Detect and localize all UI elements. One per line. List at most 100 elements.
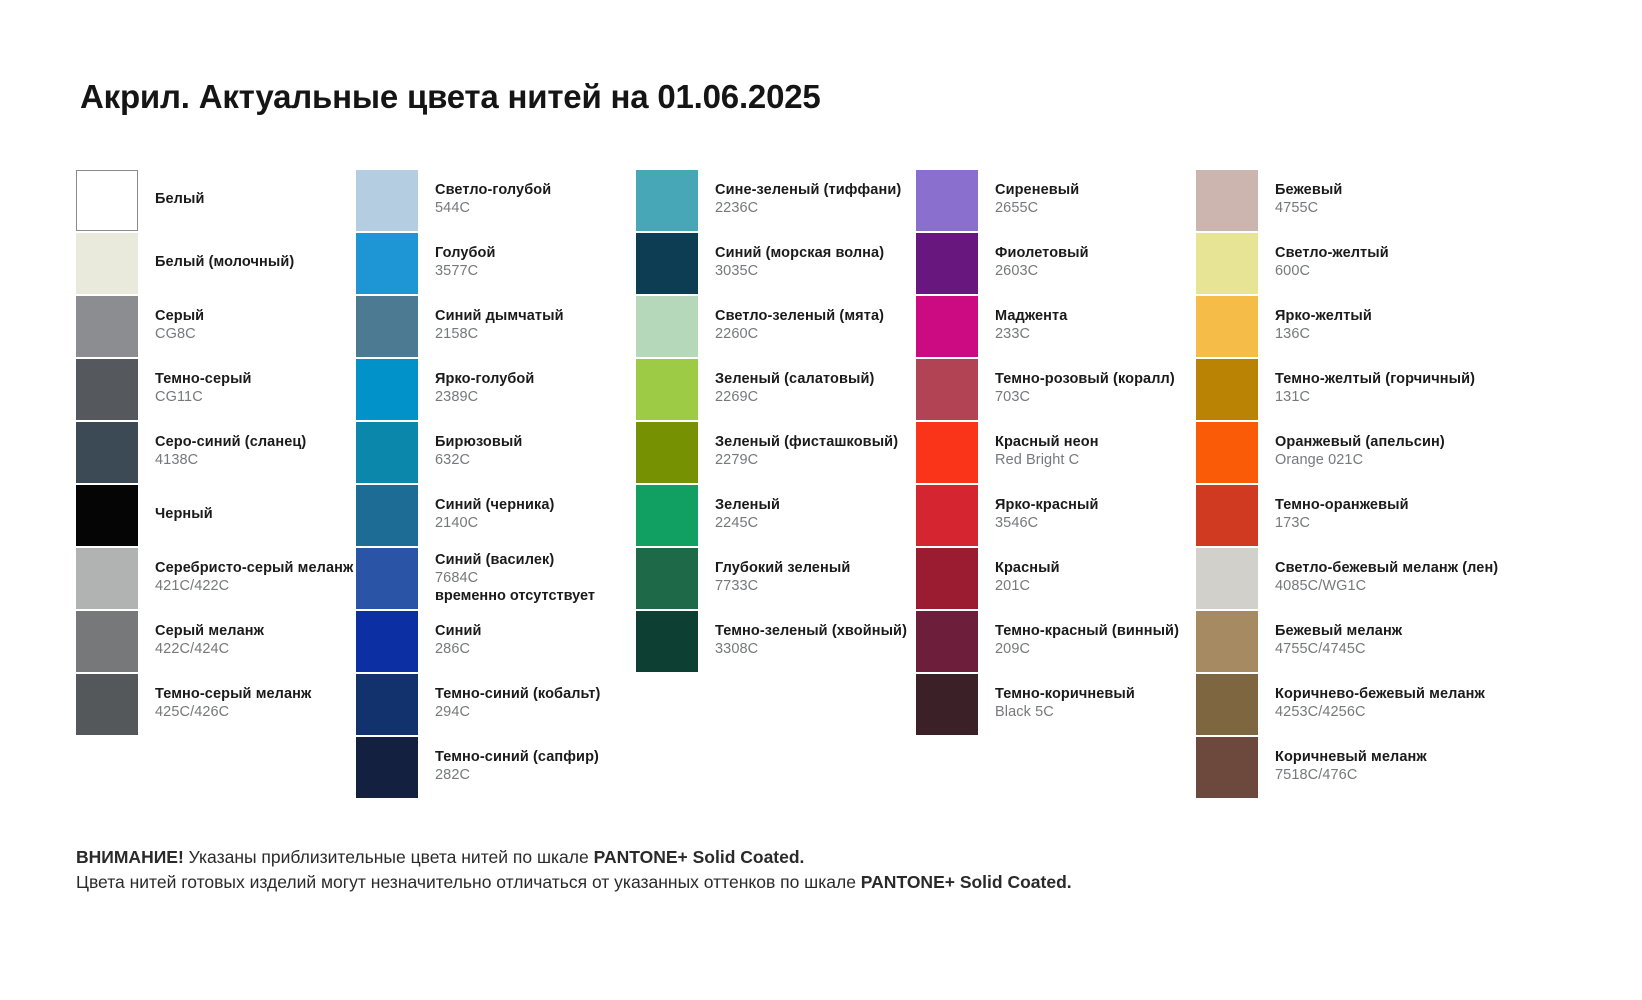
color-swatch[interactable]: [356, 611, 418, 672]
color-swatch[interactable]: [76, 674, 138, 735]
swatch-row[interactable]: Светло-желтый 600C: [1196, 233, 1476, 295]
swatch-pantone-code: 2260C: [715, 325, 759, 342]
swatch-row[interactable]: Светло-бежевый меланж (лен) 4085C/WG1C: [1196, 548, 1498, 610]
swatch-row[interactable]: Темно-серый меланж 425C/426C: [76, 674, 356, 736]
swatch-name: Темно-серый меланж: [155, 686, 312, 702]
color-swatch[interactable]: [76, 170, 138, 231]
color-swatch[interactable]: [356, 548, 418, 609]
swatch-row[interactable]: Темно-розовый (коралл) 703C: [916, 359, 1196, 421]
color-swatch[interactable]: [76, 296, 138, 357]
color-swatch[interactable]: [636, 359, 698, 420]
color-swatch[interactable]: [1196, 233, 1258, 294]
swatch-row[interactable]: Красный 201C: [916, 548, 1196, 610]
swatch-row[interactable]: Зеленый (салатовый) 2269C: [636, 359, 916, 421]
color-swatch[interactable]: [636, 233, 698, 294]
color-swatch[interactable]: [1196, 422, 1258, 483]
color-swatch[interactable]: [356, 296, 418, 357]
swatch-row[interactable]: Светло-зеленый (мята) 2260C: [636, 296, 916, 358]
color-swatch[interactable]: [76, 485, 138, 546]
color-swatch[interactable]: [636, 170, 698, 231]
swatch-row[interactable]: Бежевый 4755C: [1196, 170, 1476, 232]
swatch-row[interactable]: Сиреневый 2655C: [916, 170, 1196, 232]
color-swatch[interactable]: [1196, 359, 1258, 420]
swatch-row[interactable]: Темно-зеленый (хвойный) 3308C: [636, 611, 916, 673]
color-swatch[interactable]: [356, 233, 418, 294]
color-swatch[interactable]: [76, 422, 138, 483]
swatch-row[interactable]: Серо-синий (сланец) 4138C: [76, 422, 356, 484]
swatch-row[interactable]: Ярко-красный 3546C: [916, 485, 1196, 547]
color-swatch[interactable]: [76, 548, 138, 609]
color-swatch[interactable]: [76, 359, 138, 420]
swatch-row[interactable]: Темно-желтый (горчичный) 131C: [1196, 359, 1476, 421]
color-swatch[interactable]: [356, 485, 418, 546]
color-swatch[interactable]: [916, 485, 978, 546]
swatch-row[interactable]: Синий 286C: [356, 611, 636, 673]
color-swatch[interactable]: [1196, 611, 1258, 672]
color-swatch[interactable]: [916, 359, 978, 420]
swatch-row[interactable]: Темно-серый CG11C: [76, 359, 356, 421]
color-swatch[interactable]: [636, 548, 698, 609]
swatch-row[interactable]: Глубокий зеленый 7733C: [636, 548, 916, 610]
swatch-row[interactable]: Белый: [76, 170, 356, 232]
swatch-row[interactable]: Темно-оранжевый 173C: [1196, 485, 1476, 547]
color-swatch[interactable]: [356, 422, 418, 483]
swatch-pantone-code: 3308C: [715, 640, 759, 657]
swatch-labels: Темно-зеленый (хвойный) 3308C: [698, 611, 907, 659]
color-swatch[interactable]: [916, 296, 978, 357]
swatch-row[interactable]: Зеленый (фисташковый) 2279C: [636, 422, 916, 484]
swatch-row[interactable]: Оранжевый (апельсин) Orange 021C: [1196, 422, 1476, 484]
swatch-row[interactable]: Синий дымчатый 2158C: [356, 296, 636, 358]
swatch-row[interactable]: Темно-красный (винный) 209C: [916, 611, 1196, 673]
swatch-row[interactable]: Красный неон Red Bright C: [916, 422, 1196, 484]
color-swatch[interactable]: [636, 296, 698, 357]
swatch-row[interactable]: Коричнево-бежевый меланж 4253C/4256C: [1196, 674, 1485, 736]
swatch-row[interactable]: Синий (черника) 2140C: [356, 485, 636, 547]
swatch-row[interactable]: Сине-зеленый (тиффани) 2236C: [636, 170, 916, 232]
color-swatch[interactable]: [916, 170, 978, 231]
swatch-row[interactable]: Серый CG8C: [76, 296, 356, 358]
color-swatch[interactable]: [356, 674, 418, 735]
color-swatch[interactable]: [1196, 737, 1258, 798]
swatch-row[interactable]: Серебристо-серый меланж 421C/422C: [76, 548, 356, 610]
swatch-row[interactable]: Белый (молочный): [76, 233, 356, 295]
color-swatch[interactable]: [916, 422, 978, 483]
swatch-row[interactable]: Темно-синий (кобальт) 294C: [356, 674, 636, 736]
color-swatch[interactable]: [356, 737, 418, 798]
swatch-row[interactable]: Черный: [76, 485, 356, 547]
color-swatch[interactable]: [636, 485, 698, 546]
swatch-row[interactable]: Голубой 3577C: [356, 233, 636, 295]
color-swatch[interactable]: [1196, 548, 1258, 609]
swatch-pantone-code: 4085C/WG1C: [1275, 577, 1367, 594]
color-swatch[interactable]: [916, 548, 978, 609]
color-swatch[interactable]: [916, 674, 978, 735]
swatch-row[interactable]: Темно-синий (сапфир) 282C: [356, 737, 636, 799]
color-swatch[interactable]: [1196, 485, 1258, 546]
swatch-row[interactable]: Ярко-голубой 2389C: [356, 359, 636, 421]
swatch-row[interactable]: Синий (василек) 7684C временно отсутствует: [356, 548, 636, 610]
swatch-row[interactable]: Бежевый меланж 4755C/4745C: [1196, 611, 1476, 673]
swatch-row[interactable]: Синий (морская волна) 3035C: [636, 233, 916, 295]
swatch-row[interactable]: Ярко-желтый 136C: [1196, 296, 1476, 358]
swatch-row[interactable]: Бирюзовый 632C: [356, 422, 636, 484]
color-swatch[interactable]: [76, 611, 138, 672]
color-swatch[interactable]: [1196, 296, 1258, 357]
color-swatch[interactable]: [916, 233, 978, 294]
swatch-row[interactable]: Темно-коричневый Black 5C: [916, 674, 1196, 736]
color-swatch[interactable]: [76, 233, 138, 294]
swatch-row[interactable]: Серый меланж 422C/424C: [76, 611, 356, 673]
color-swatch[interactable]: [1196, 674, 1258, 735]
color-swatch[interactable]: [356, 359, 418, 420]
swatch-row[interactable]: Светло-голубой 544C: [356, 170, 636, 232]
color-swatch[interactable]: [636, 422, 698, 483]
color-swatch[interactable]: [636, 611, 698, 672]
swatch-row[interactable]: Маджента 233C: [916, 296, 1196, 358]
swatch-row[interactable]: Коричневый меланж 7518C/476C: [1196, 737, 1476, 799]
color-swatch[interactable]: [356, 170, 418, 231]
color-swatch[interactable]: [1196, 170, 1258, 231]
swatch-availability-note: временно отсутствует: [435, 587, 596, 604]
swatch-row[interactable]: Фиолетовый 2603C: [916, 233, 1196, 295]
swatch-row[interactable]: Зеленый 2245C: [636, 485, 916, 547]
swatch-name: Синий (василек): [435, 552, 555, 568]
swatch-pantone-code: 3546C: [995, 514, 1039, 531]
color-swatch[interactable]: [916, 611, 978, 672]
